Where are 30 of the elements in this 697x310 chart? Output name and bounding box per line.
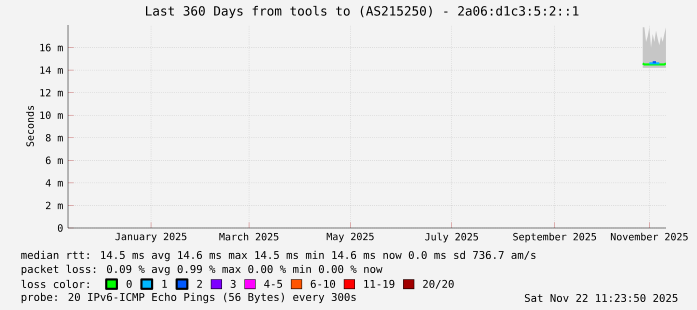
legend-label: 6-10 bbox=[310, 280, 336, 288]
legend-label: 4-5 bbox=[264, 280, 282, 288]
text: packet loss: 0.09 % avg 0.99 % max 0.00 % min 0.00 % now bbox=[22, 264, 382, 276]
y-tick-label: 4 m bbox=[46, 179, 63, 187]
x-tick-label: July 2025 bbox=[425, 232, 478, 242]
y-axis-title: Seconds bbox=[26, 106, 34, 146]
x-tick-label: May 2025 bbox=[326, 232, 374, 242]
text: Sat Nov 22 11:23:50 2025 bbox=[524, 294, 678, 302]
y-tick-label: 2 m bbox=[46, 202, 63, 210]
y-tick-label: 0 bbox=[58, 224, 63, 232]
legend-label: 11-19 bbox=[364, 280, 394, 288]
x-tick-label: November 2025 bbox=[610, 232, 688, 240]
y-tick-label: 10 m bbox=[40, 111, 63, 119]
legend-label: 3 bbox=[230, 280, 236, 288]
chart-title: Last 360 Days from tools to (AS215250) - 2a06:d1c3:5:2::1 bbox=[146, 6, 578, 18]
x-tick-label: January 2025 bbox=[115, 232, 186, 242]
legend-title: loss color: bbox=[22, 280, 89, 288]
legend-label: 0 bbox=[126, 280, 132, 288]
legend-label: 20/20 bbox=[423, 280, 454, 289]
text: probe: 20 IPv6-ICMP Echo Pings (56 Bytes) every 300s bbox=[22, 292, 356, 304]
y-tick-label: 8 m bbox=[46, 134, 63, 142]
text: median rtt: 14.5 ms avg 14.6 ms max 14.5 ms min 14.6 ms now 0.0 ms sd 736.7 am/s bbox=[21, 250, 536, 262]
y-tick-label: 12 m bbox=[40, 88, 63, 96]
y-tick-label: 16 m bbox=[40, 44, 63, 52]
x-tick-label: March 2025 bbox=[219, 232, 278, 240]
legend-label: 1 bbox=[162, 280, 167, 288]
legend-label: 2 bbox=[197, 280, 202, 288]
x-tick-label: September 2025 bbox=[513, 232, 596, 242]
y-tick-label: 6 m bbox=[46, 156, 63, 164]
y-tick-label: 14 m bbox=[40, 66, 63, 74]
